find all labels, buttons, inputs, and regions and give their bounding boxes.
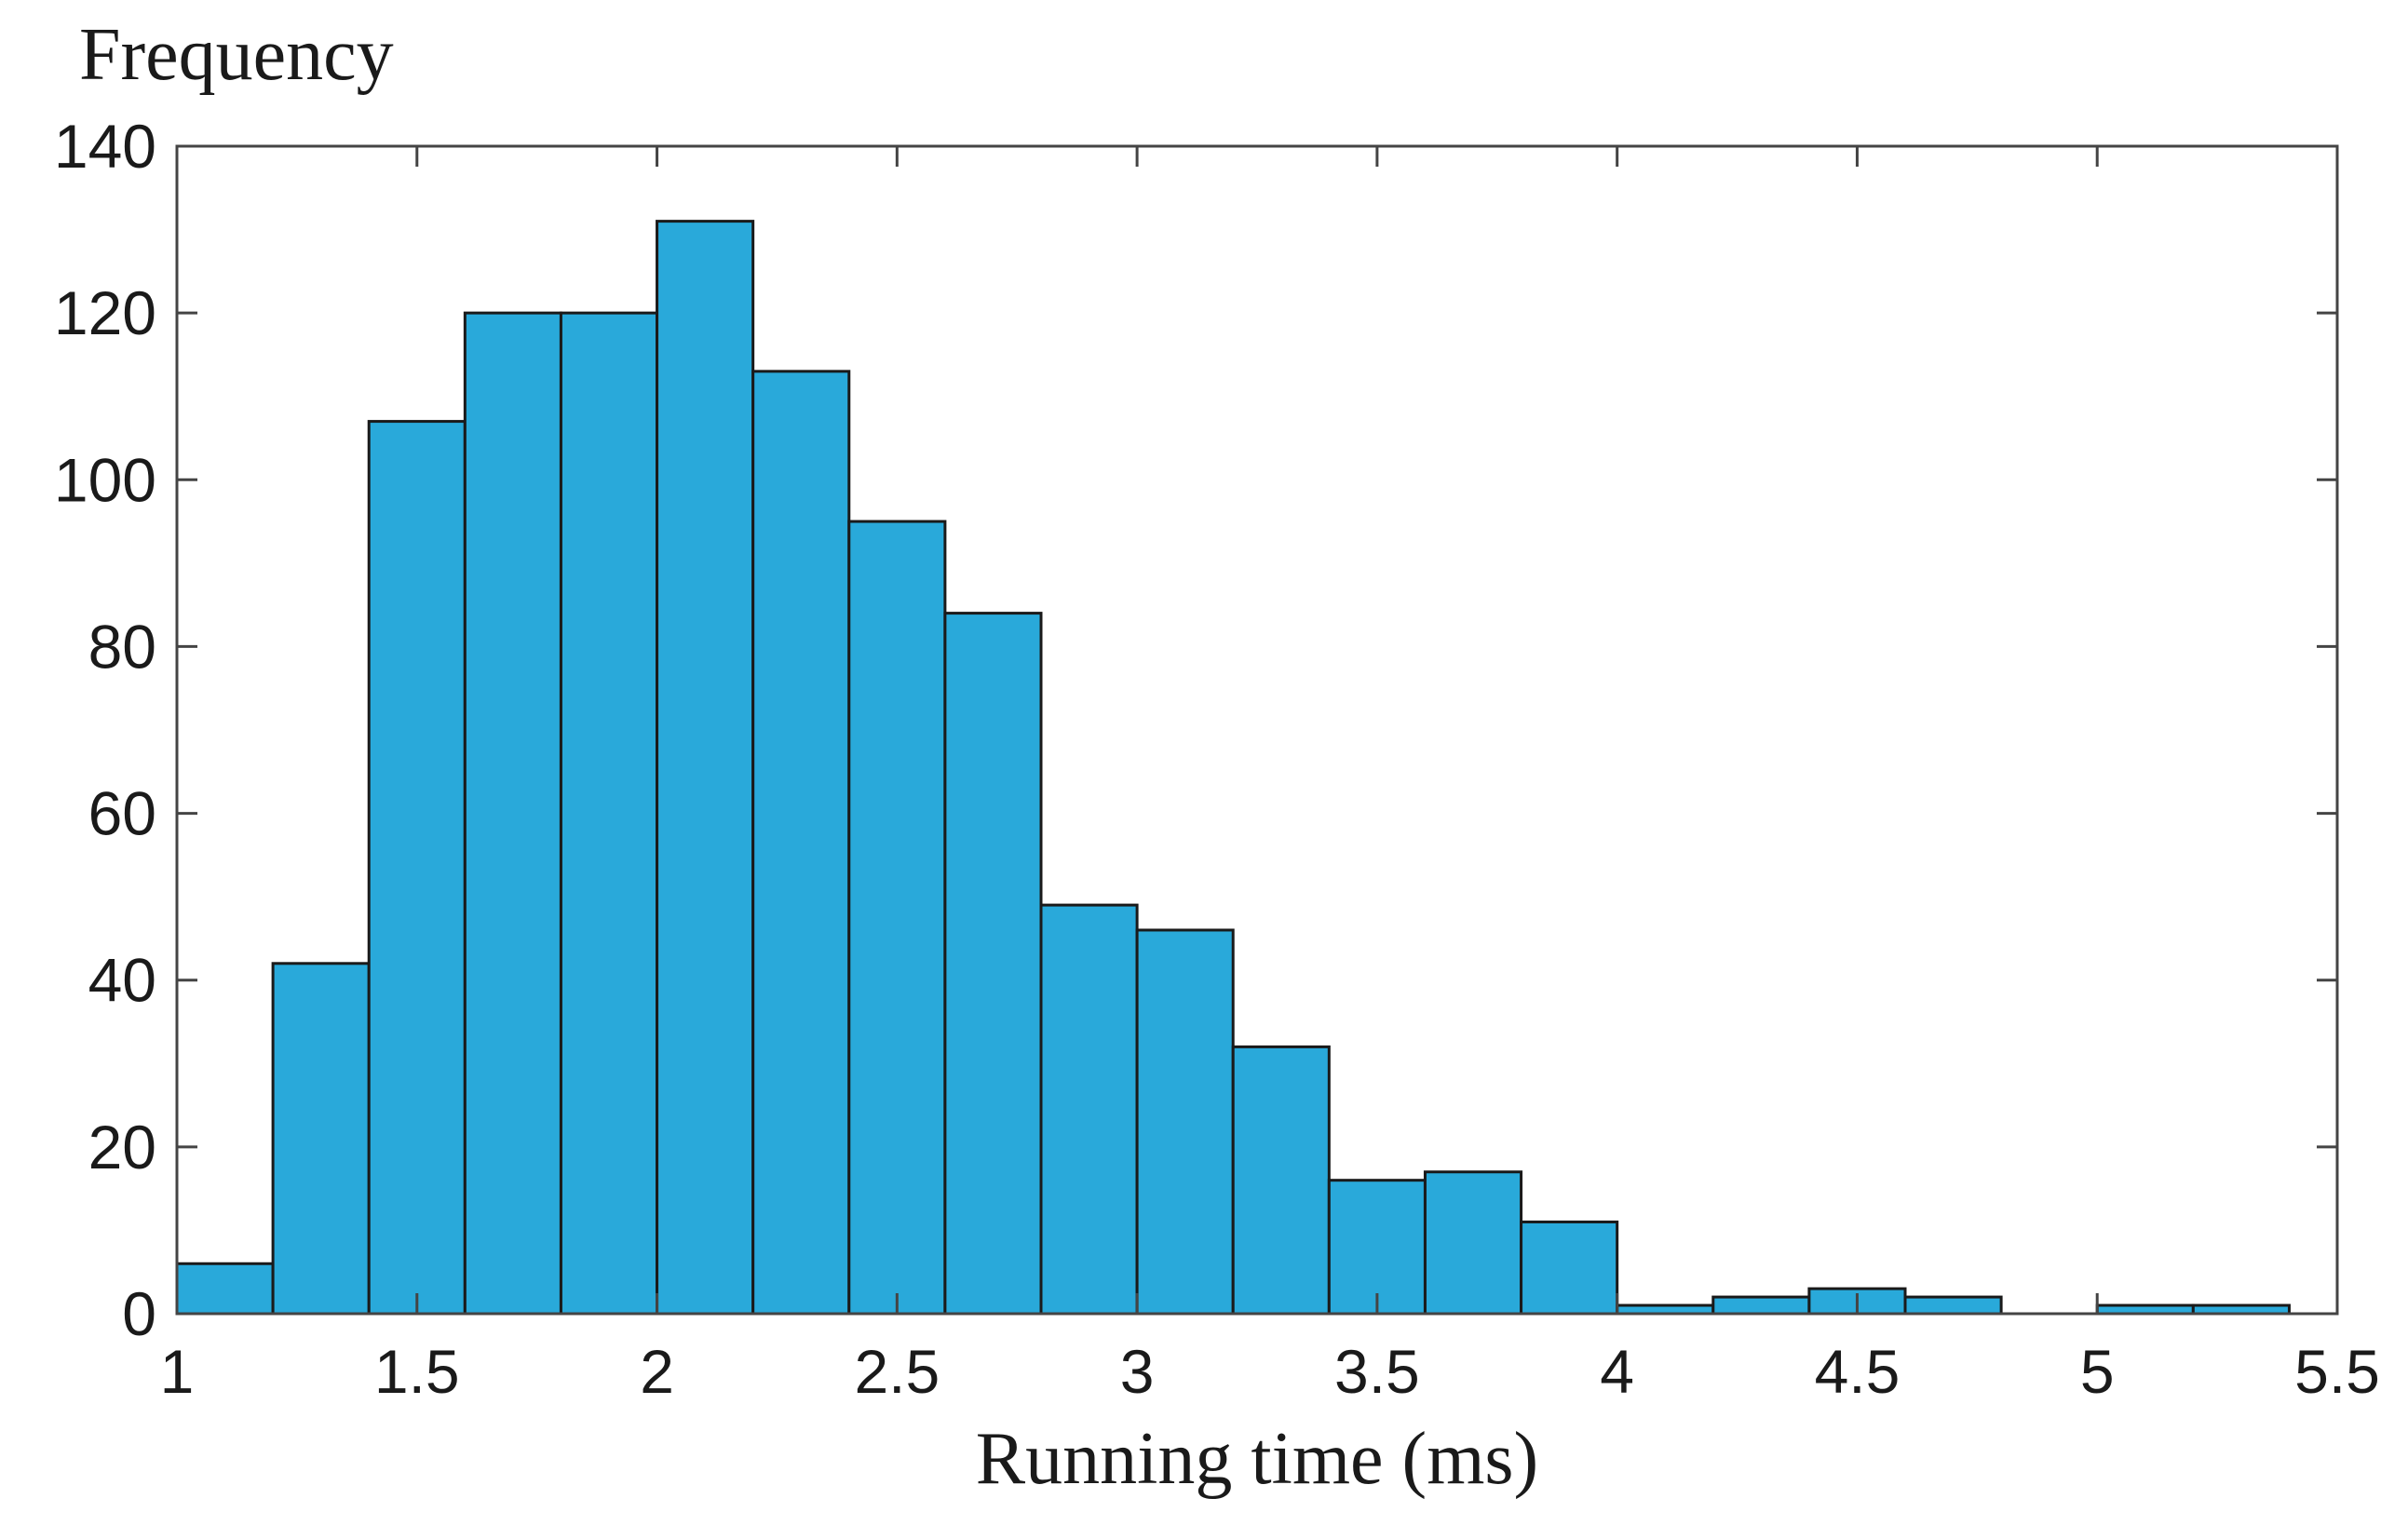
x-axis-title: Running time (ms): [976, 1418, 1538, 1500]
histogram-bar: [1135, 928, 1235, 1316]
ticks-group: [175, 144, 2339, 1316]
x-tick-label: 2: [640, 1337, 674, 1406]
histogram-bar: [1711, 1295, 1811, 1316]
histogram-bar: [751, 370, 851, 1316]
histogram-bar: [1423, 1170, 1523, 1316]
histogram-bar: [271, 962, 371, 1316]
y-axis-title: Frequency: [79, 14, 394, 96]
x-tick-label: 1: [160, 1337, 195, 1406]
x-tick-label: 4.5: [1815, 1337, 1901, 1406]
y-tick-label: 100: [54, 445, 156, 514]
x-tick-label: 3.5: [1334, 1337, 1420, 1406]
histogram-bar: [943, 612, 1043, 1316]
x-tick-label: 5.5: [2294, 1337, 2380, 1406]
x-tick-label: 3: [1120, 1337, 1155, 1406]
y-tick-label: 60: [88, 779, 156, 848]
y-tick-label: 0: [122, 1279, 156, 1348]
histogram-bar: [559, 311, 659, 1316]
histogram-bar: [1327, 1179, 1427, 1316]
histogram-bar: [847, 520, 947, 1316]
x-tick-label: 2.5: [854, 1337, 940, 1406]
histogram-bar: [1903, 1295, 2003, 1316]
axes-frame: [175, 144, 2339, 1316]
x-tick-label: 4: [1600, 1337, 1634, 1406]
histogram-bar: [1520, 1220, 1619, 1316]
histogram-bar: [1231, 1045, 1331, 1316]
histogram-bar: [175, 1262, 275, 1316]
histogram-bar: [367, 420, 467, 1316]
plot-frame: [175, 144, 2339, 1316]
y-tick-label: 20: [88, 1113, 156, 1181]
histogram-bar: [463, 311, 562, 1316]
tick-labels-group: 1 1.5 2 2.5 3 3.5 4 4.5 5 5.5 0 20 40 60 80 100 120 140: [54, 112, 2380, 1406]
histogram-bar: [1039, 903, 1139, 1316]
y-tick-label: 140: [54, 112, 156, 181]
histogram-bar: [656, 220, 755, 1316]
y-tick-label: 80: [88, 612, 156, 681]
x-tick-label: 1.5: [374, 1337, 460, 1406]
y-tick-label: 120: [54, 278, 156, 347]
y-tick-label: 40: [88, 946, 156, 1015]
x-tick-label: 5: [2080, 1337, 2115, 1406]
bars-group: [175, 220, 2291, 1316]
